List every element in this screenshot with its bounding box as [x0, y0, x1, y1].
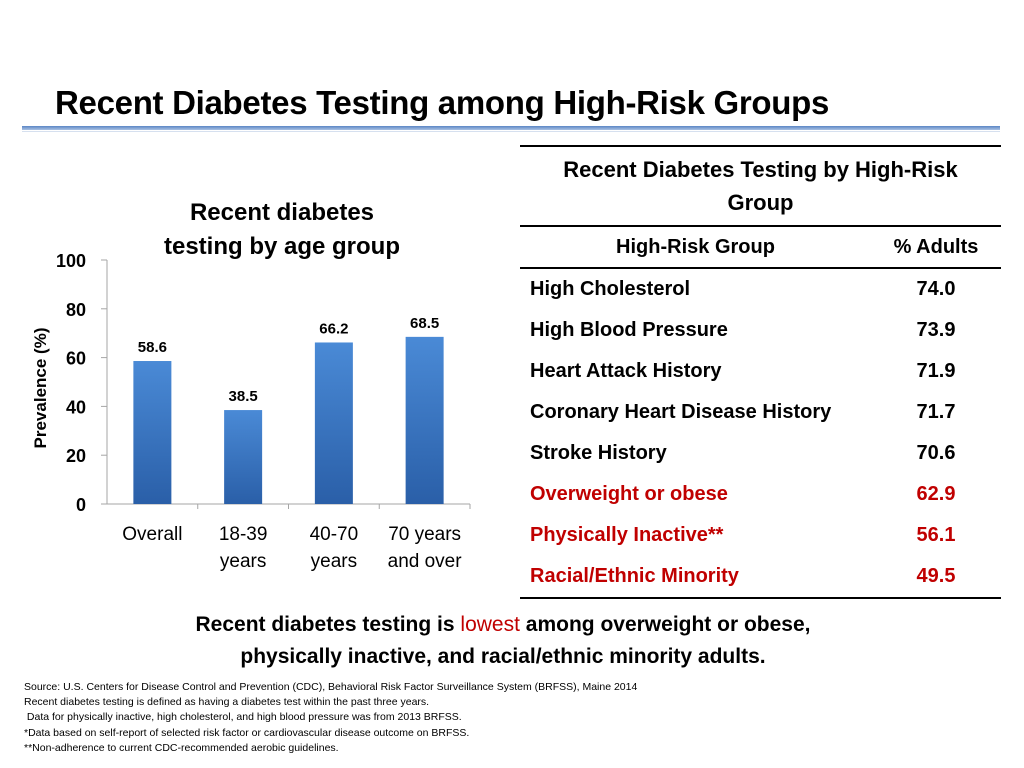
bar	[405, 336, 444, 504]
row-group-name: Coronary Heart Disease History	[530, 401, 832, 423]
y-axis-label: Prevalence (%)	[31, 327, 50, 449]
bar	[224, 410, 263, 504]
table-caption: Recent Diabetes Testing by High-Risk Gro…	[563, 157, 958, 215]
row-percent-value: 70.6	[916, 442, 956, 464]
table-row: Heart Attack History 71.9	[520, 351, 1001, 392]
row-percent-value: 74.0	[916, 278, 956, 300]
x-tick-label: 40-70	[310, 524, 359, 545]
footnotes: Source: U.S. Centers for Disease Control…	[24, 680, 637, 756]
title-divider-shadow	[22, 131, 1000, 132]
row-group-name: Physically Inactive**	[530, 524, 724, 546]
chart-title: Recent diabetes testing by age group	[150, 196, 414, 264]
table-row: High Cholesterol 74.0	[520, 268, 1001, 310]
x-tick-label: 18-39	[219, 524, 268, 545]
y-tick-label: 40	[66, 397, 86, 417]
row-group-name: Stroke History	[530, 442, 667, 464]
data-label: 68.5	[410, 315, 439, 332]
y-tick-label: 100	[56, 251, 86, 271]
table-row: Stroke History 70.6	[520, 433, 1001, 474]
data-label: 38.5	[229, 388, 258, 405]
row-percent-value: 73.9	[916, 319, 956, 341]
footnote-self-report: *Data based on self-report of selected r…	[24, 726, 470, 739]
table-row: High Blood Pressure 73.9	[520, 310, 1001, 351]
chart-title-line-2: testing by age group	[163, 233, 400, 260]
high-risk-table: Recent Diabetes Testing by High-Risk Gro…	[520, 145, 1001, 599]
summary-line-2: physically inactive, and racial/ethnic m…	[240, 645, 766, 668]
chart-title-line-1: Recent diabetes	[189, 199, 375, 226]
summary-after: among overweight or obese,	[519, 613, 811, 636]
table-header-row: High-Risk Group % Adults	[520, 225, 1001, 269]
y-tick-label: 0	[76, 495, 86, 515]
footnote-definition: Recent diabetes testing is defined as ha…	[24, 696, 430, 709]
row-group-name: Racial/Ethnic Minority	[520, 556, 871, 599]
summary-line-1: Recent diabetes testing is lowest among …	[100, 609, 906, 641]
y-tick-label: 20	[66, 446, 86, 466]
footnote-source: Source: U.S. Centers for Disease Control…	[24, 681, 638, 693]
title-divider	[22, 126, 1000, 130]
slide-title: Recent Diabetes Testing among High-Risk …	[55, 84, 830, 121]
table-row: Physically Inactive** 56.1	[520, 515, 1001, 556]
bar	[133, 361, 172, 504]
table-row: Coronary Heart Disease History 71.7	[520, 392, 1001, 433]
row-group-name: Heart Attack History	[530, 360, 722, 382]
summary-text: Recent diabetes testing is lowest among …	[100, 609, 906, 673]
y-tick-label: 80	[66, 300, 86, 320]
summary-highlight: lowest	[460, 613, 520, 636]
y-tick-label: 60	[66, 349, 86, 369]
x-tick-label: years	[220, 551, 266, 572]
bar	[314, 342, 353, 504]
row-percent-value: 49.5	[871, 556, 1001, 599]
row-percent-value: 62.9	[916, 483, 956, 505]
footnote-data-years: Data for physically inactive, high chole…	[24, 711, 462, 724]
table-row: Overweight or obese 62.9	[520, 474, 1001, 515]
row-percent-value: 56.1	[916, 524, 956, 546]
row-percent-value: 71.7	[916, 401, 956, 423]
row-percent-value: 71.9	[916, 360, 956, 382]
column-header-percent: % Adults	[871, 225, 1001, 269]
footnote-inactivity: **Non-adherence to current CDC-recommend…	[24, 741, 339, 754]
table-row: Racial/Ethnic Minority 49.5	[520, 556, 1001, 599]
x-tick-label: years	[311, 551, 357, 572]
row-group-name: High Cholesterol	[530, 278, 691, 300]
row-group-name: Overweight or obese	[530, 483, 728, 505]
row-group-name: High Blood Pressure	[530, 319, 728, 341]
summary-before: Recent diabetes testing is	[195, 613, 461, 636]
table-body: High Cholesterol 74.0 High Blood Pressure 7…	[520, 268, 1001, 599]
x-tick-label: Overall	[122, 524, 182, 545]
x-tick-label: 70 years	[388, 524, 461, 545]
data-label: 58.6	[138, 339, 167, 356]
data-label: 66.2	[319, 320, 348, 337]
column-header-group: High-Risk Group	[520, 225, 871, 269]
x-tick-label: and over	[388, 551, 463, 572]
